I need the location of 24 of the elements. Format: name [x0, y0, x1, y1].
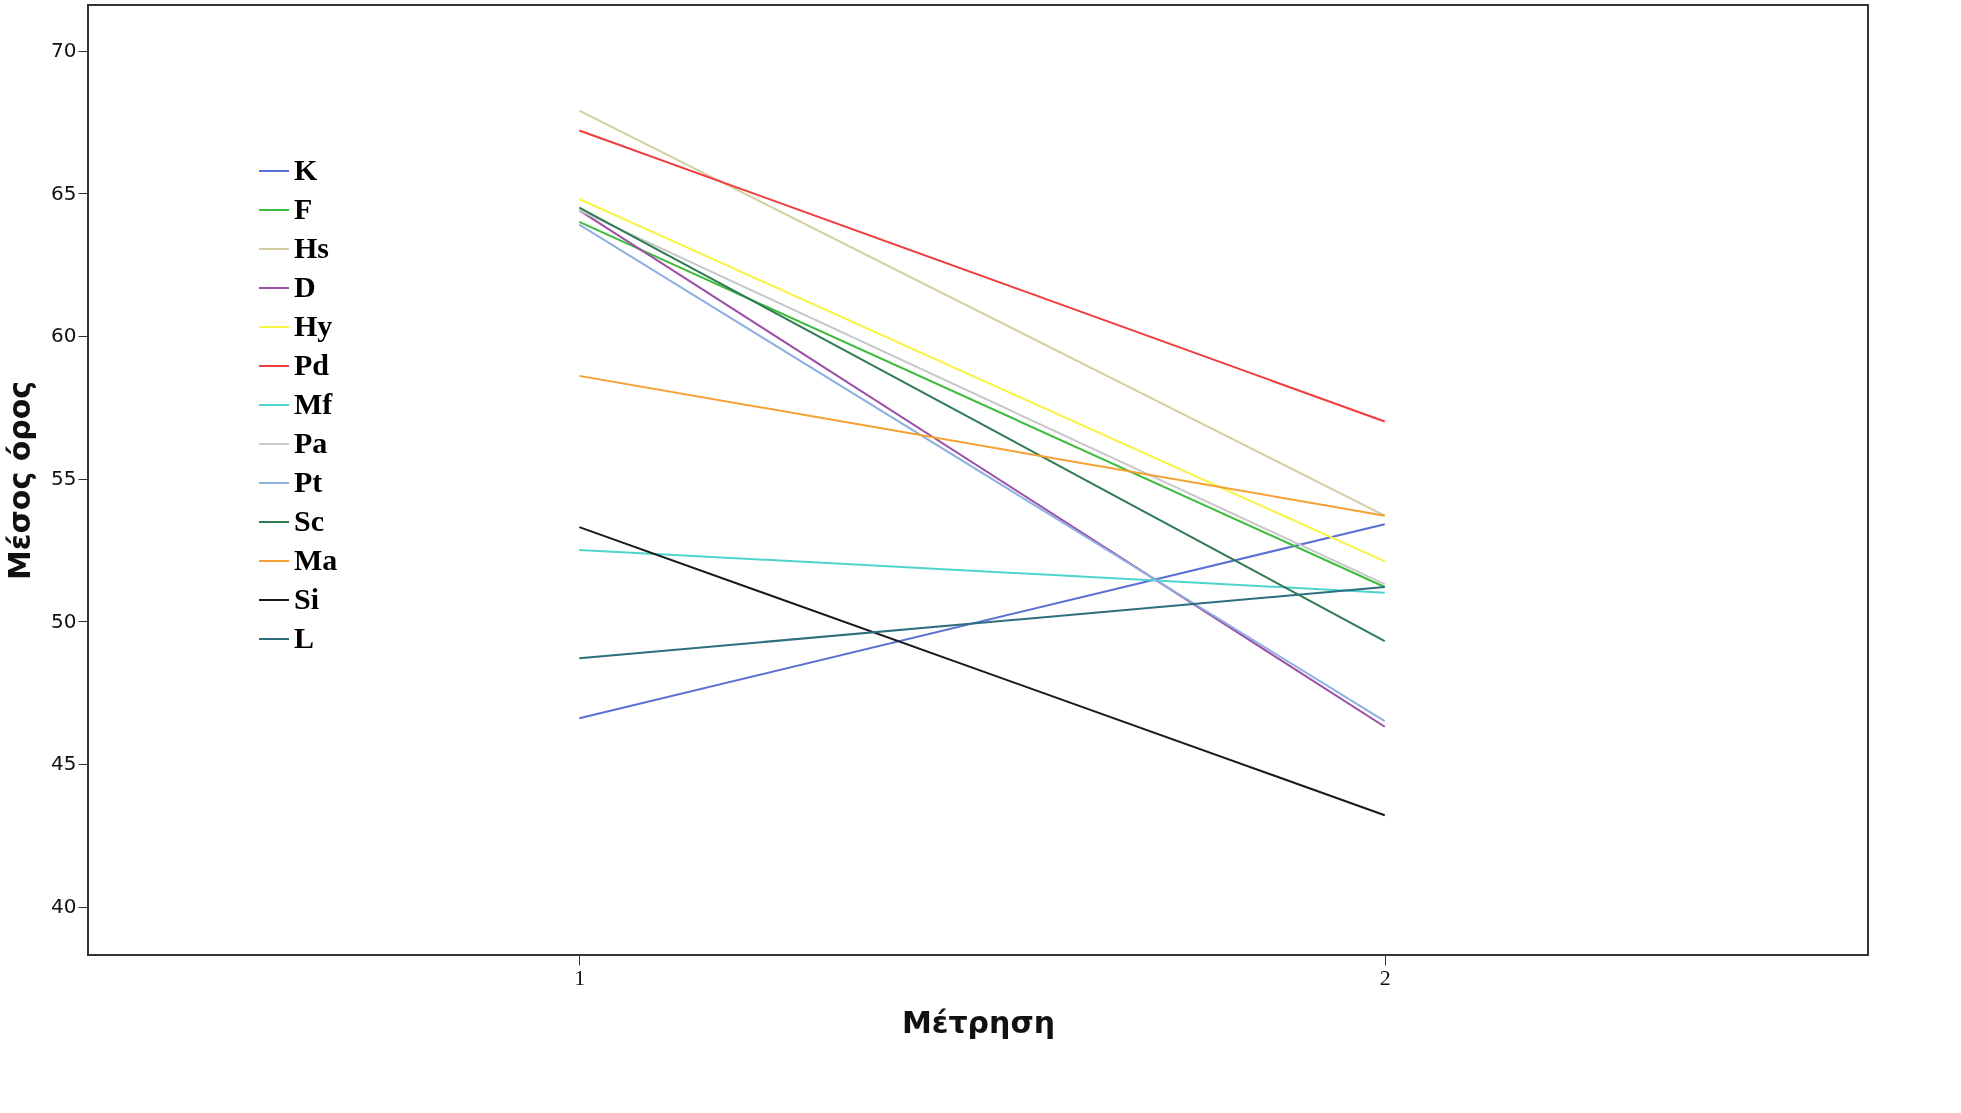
legend-label: Pa [294, 426, 328, 459]
legend-label: Hy [294, 309, 333, 342]
y-tick-label: 40 [51, 894, 77, 918]
legend-label: Hs [294, 231, 330, 264]
legend-label: L [294, 621, 315, 654]
x-tick-label: 1 [574, 964, 586, 990]
legend-label: Si [294, 582, 320, 615]
y-tick-label: 45 [51, 751, 77, 776]
legend-label: D [294, 270, 316, 303]
legend-label: K [294, 153, 318, 186]
legend-label: Pd [294, 348, 330, 381]
y-tick-label: 60 [51, 323, 77, 348]
x-axis-title: Μέτρηση [901, 1004, 1056, 1040]
legend-label: Ma [294, 543, 338, 576]
legend-label: Pt [294, 465, 323, 498]
x-tick-label: 2 [1379, 964, 1391, 990]
y-tick-label: 65 [51, 180, 77, 205]
y-tick-label: 50 [51, 608, 77, 633]
y-axis-title: Μέσος όρος [2, 380, 38, 581]
y-tick-label: 70 [51, 38, 77, 63]
legend-label: Mf [294, 387, 334, 420]
y-tick-label: 55 [51, 466, 77, 491]
legend-label: F [294, 192, 313, 225]
legend-label: Sc [294, 504, 324, 537]
